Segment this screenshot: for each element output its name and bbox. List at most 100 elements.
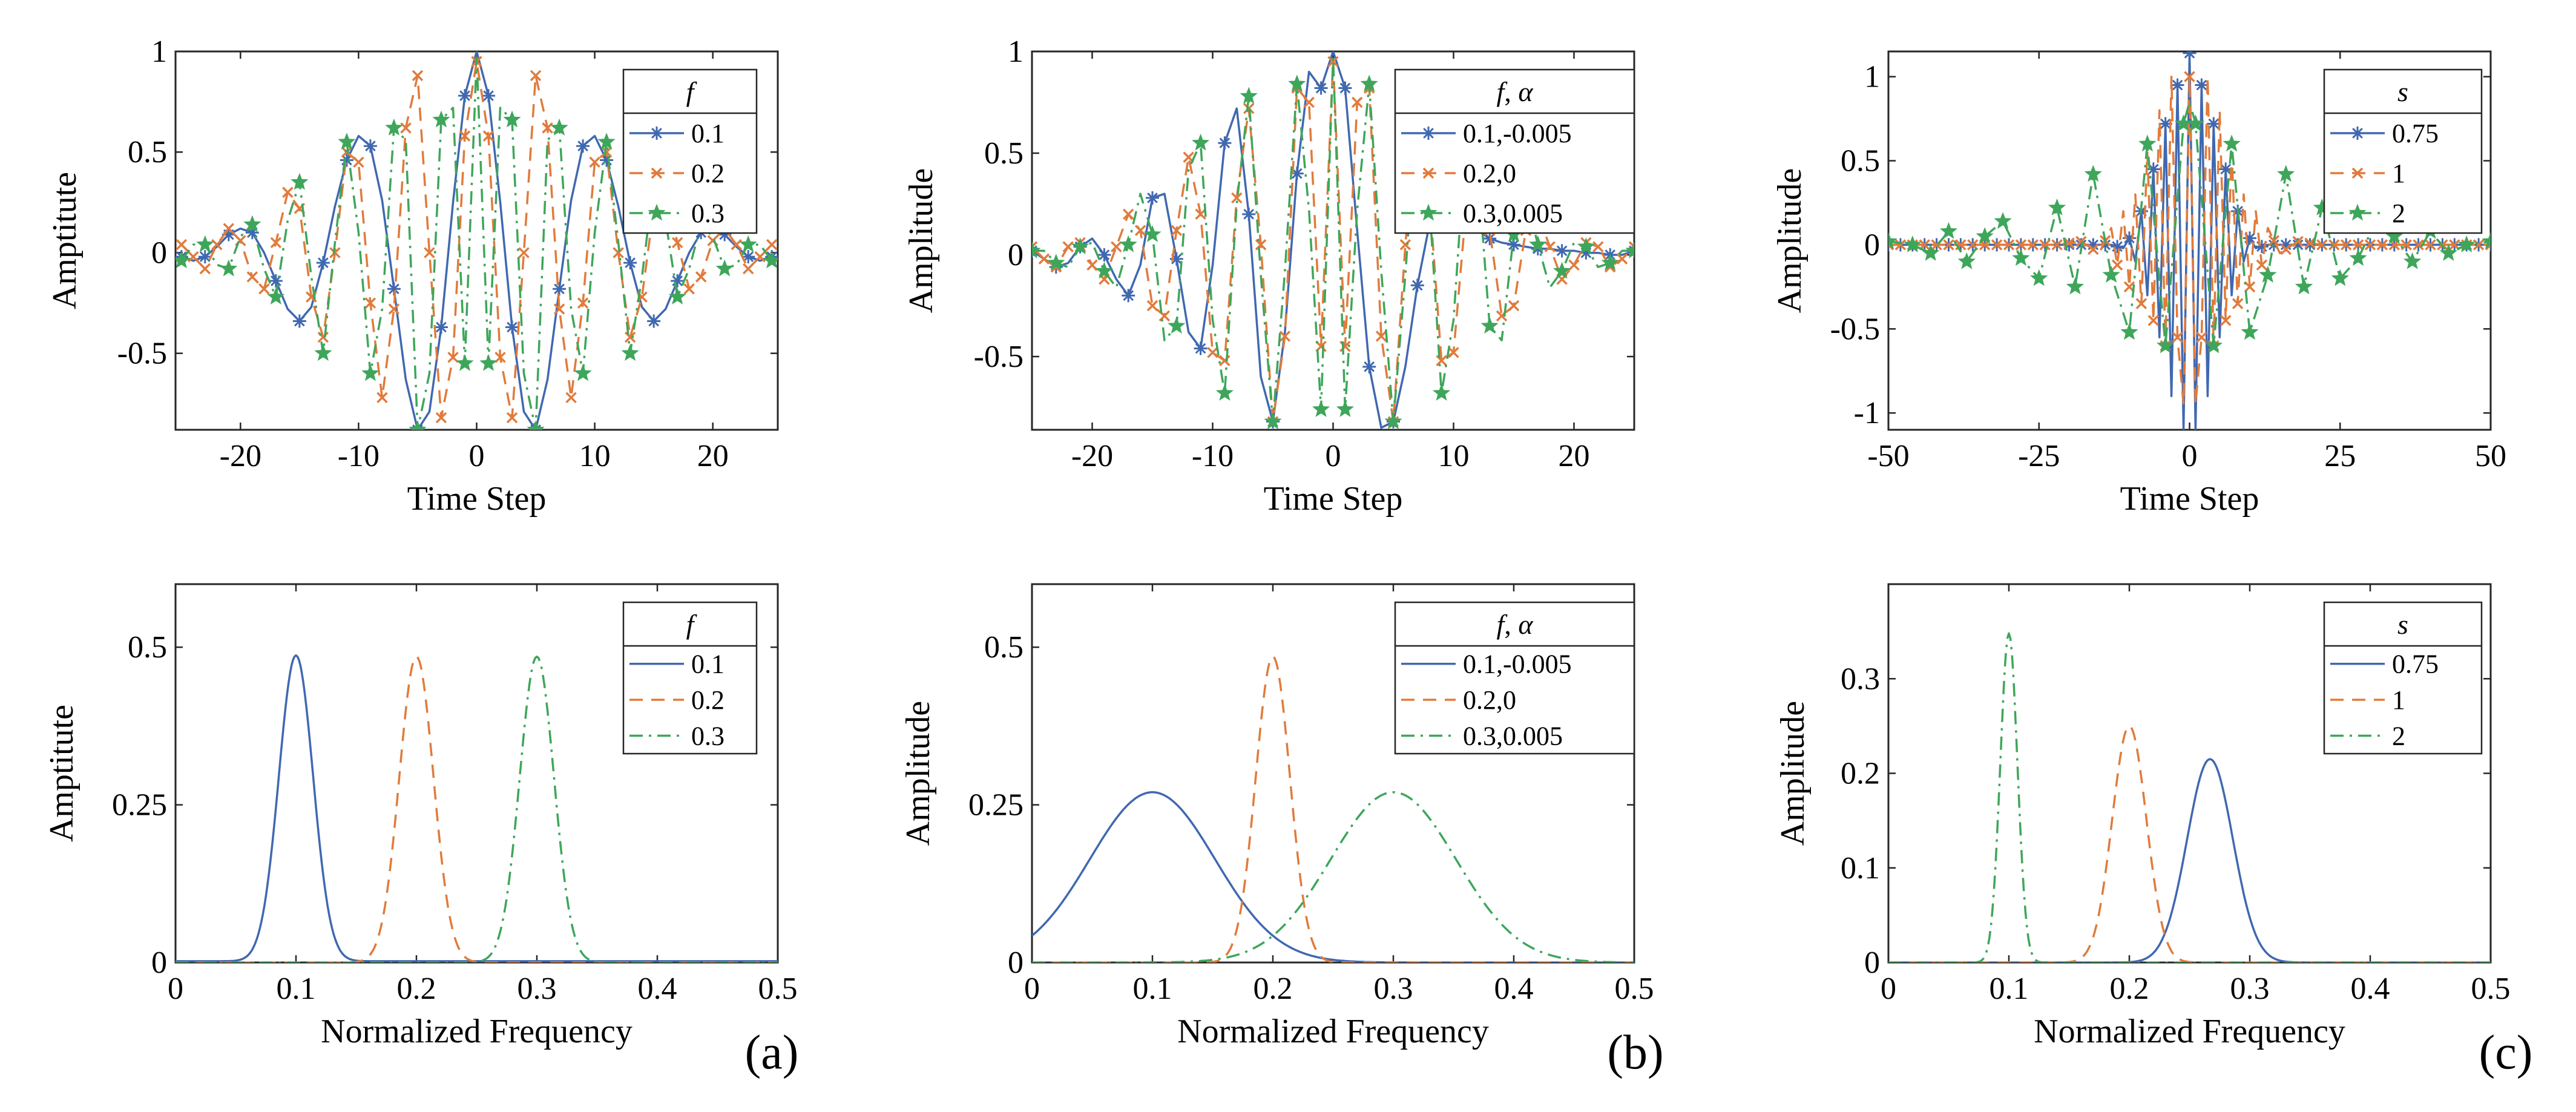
series-marker [576, 139, 590, 153]
series-marker [267, 288, 285, 305]
y-tick-label: 0 [1864, 228, 1880, 262]
series-marker [2482, 232, 2491, 249]
series-marker [530, 70, 542, 82]
series-marker [2439, 243, 2458, 261]
series-marker [1086, 259, 1098, 271]
series-marker [2400, 239, 2412, 251]
series-marker [1062, 241, 1074, 252]
series-marker [2003, 239, 2015, 251]
y-axis-label: Amplitude [899, 701, 937, 846]
series-marker [742, 263, 754, 275]
series-marker [176, 251, 191, 269]
series-marker [412, 70, 424, 82]
x-tick-label: 0.2 [1254, 972, 1293, 1006]
y-tick-label: 0.5 [128, 135, 167, 169]
series-marker [2244, 281, 2256, 293]
series-marker [2157, 336, 2175, 354]
x-tick-label: 10 [579, 439, 611, 473]
legend-entry-label: 2 [2392, 199, 2405, 228]
series-line-0.3,0.005 [1032, 791, 1634, 962]
series-marker [1568, 259, 1580, 271]
legend-entry-label: 0.3,0.005 [1463, 721, 1563, 751]
series-marker [2183, 51, 2196, 60]
series-marker [432, 110, 450, 128]
series-marker [2111, 259, 2123, 271]
series-marker [613, 247, 624, 258]
series-line-0.75 [1888, 758, 2491, 962]
series-marker [1625, 241, 1634, 258]
series-marker [1921, 243, 1940, 261]
y-tick-label: -0.5 [1830, 312, 1880, 346]
x-tick-label: 0 [168, 972, 183, 1006]
series-marker [2340, 239, 2352, 251]
legend-marker [1422, 167, 1434, 179]
series-marker [1122, 289, 1135, 303]
series-marker [1218, 136, 1232, 150]
series-marker [553, 282, 567, 296]
legend-entry-label: 0.2,0 [1463, 685, 1516, 715]
series-marker [1483, 232, 1497, 246]
legend-entry-label: 1 [2392, 159, 2405, 188]
legend: s 0.75 1 2 [2323, 601, 2483, 755]
series-marker [479, 354, 498, 371]
y-tick-label: 0 [151, 235, 167, 270]
x-axis-label: Time Step [1264, 480, 1403, 518]
series-marker [361, 364, 380, 381]
series-marker [258, 283, 270, 295]
series-marker [2223, 134, 2241, 152]
series-marker [424, 247, 435, 258]
legend-marker [651, 167, 663, 179]
series-marker [2120, 323, 2138, 340]
series-marker [2472, 239, 2485, 251]
legend-marker [648, 203, 666, 221]
series-marker [1097, 248, 1111, 262]
series-marker [1119, 235, 1137, 252]
series-marker [2304, 237, 2316, 249]
series-marker [2170, 78, 2184, 92]
series-marker [2147, 315, 2160, 326]
series-marker [574, 364, 592, 381]
series-marker [2039, 239, 2051, 251]
y-axis-label: Amplitude [1771, 168, 1809, 314]
panel-c-bottom: 0 0.1 0.2 0.3 0.4 0.5 0 0.1 0.2 0.3 Normalized Fre… [1774, 583, 2511, 1050]
legend: s 0.75 1 2 [2323, 68, 2483, 234]
y-axis-label: Amplitude [1774, 701, 1812, 846]
series-marker [400, 122, 412, 134]
series-marker [763, 251, 778, 269]
x-tick-label: 0.3 [1374, 972, 1413, 1006]
series-marker [2084, 165, 2102, 182]
series-marker [1991, 239, 2003, 251]
series-marker [1577, 237, 1595, 255]
y-tick-label: 0.5 [984, 136, 1024, 171]
series-marker [1303, 96, 1315, 108]
series-marker [376, 392, 388, 404]
y-tick-label: 0.25 [968, 788, 1024, 823]
series-marker [1191, 133, 1210, 151]
series-marker [1047, 254, 1065, 271]
series-marker [1032, 241, 1041, 258]
legend-title: s [2397, 76, 2408, 107]
legend-entry-label: 2 [2392, 721, 2405, 751]
series-marker [1095, 262, 1114, 279]
series-marker [1362, 360, 1376, 373]
series-marker [1194, 341, 1208, 355]
series-marker [291, 173, 309, 190]
x-tick-label: 0.5 [2471, 972, 2511, 1006]
legend-entry-label: 0.1,-0.005 [1463, 119, 1572, 148]
series-marker [1592, 241, 1604, 252]
x-tick-label: 20 [697, 439, 729, 473]
legend-marker [2351, 127, 2364, 140]
series-marker [2048, 198, 2066, 215]
series-marker [695, 271, 707, 283]
series-marker [2012, 249, 2030, 266]
series-marker [409, 420, 427, 430]
series-marker [1410, 278, 1424, 292]
series-marker [269, 274, 283, 288]
series-marker [589, 156, 600, 168]
series-marker [1207, 347, 1218, 358]
series-marker [1111, 241, 1122, 252]
series-marker [1215, 384, 1234, 401]
series-marker [211, 239, 223, 251]
series-marker [1314, 81, 1328, 95]
y-tick-label: 0.5 [1841, 144, 1880, 179]
